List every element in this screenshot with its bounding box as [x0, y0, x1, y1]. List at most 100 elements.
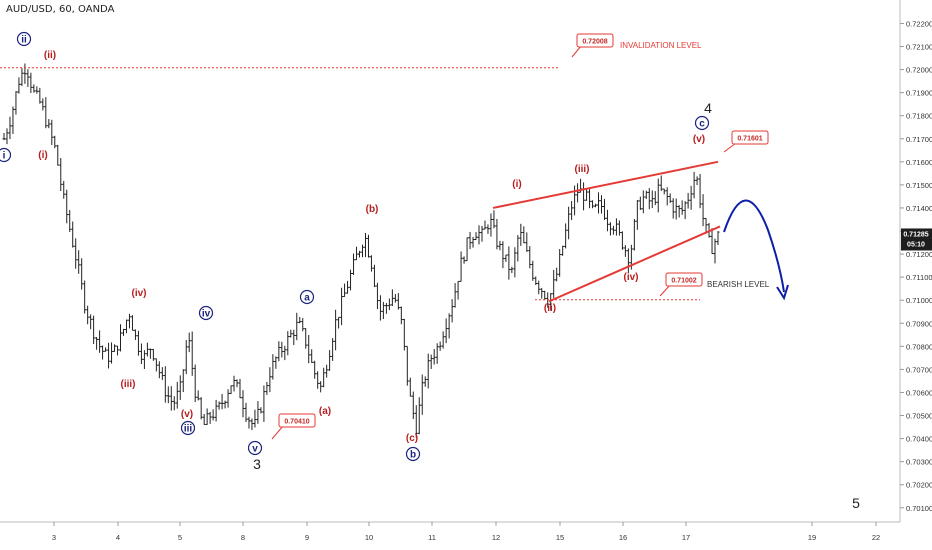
price-bar — [71, 221, 75, 248]
price-bar — [142, 350, 146, 369]
wave-label-(iv): (iv) — [624, 272, 639, 283]
price-bar — [145, 342, 149, 357]
price-bar — [549, 292, 553, 311]
price-bar — [77, 250, 81, 274]
price-bar — [444, 318, 448, 344]
price-bar — [220, 393, 224, 410]
wave-label-(iii): (iii) — [121, 379, 136, 390]
x-tick-label: 5 — [178, 533, 182, 542]
price-box-leader — [659, 284, 671, 297]
price-bar — [623, 245, 627, 257]
price-bar — [656, 178, 660, 213]
price-bar — [193, 364, 197, 403]
wave-label-text: i — [3, 151, 6, 162]
y-tick-label: 0.72100 — [906, 43, 932, 52]
price-bar — [531, 260, 535, 281]
price-bar — [136, 330, 140, 356]
wave-label-text: iv — [202, 309, 211, 320]
y-tick-label: 0.70600 — [906, 388, 932, 397]
price-bar — [375, 282, 379, 310]
price-bar — [133, 329, 137, 340]
price-bar — [635, 200, 639, 230]
price-bar — [489, 213, 493, 237]
price-bar — [74, 238, 78, 269]
price-bar — [83, 280, 87, 314]
price-bar — [101, 345, 105, 360]
price-bar — [626, 248, 630, 273]
price-bar — [304, 328, 308, 349]
price-bar — [432, 349, 436, 365]
price-bar — [582, 182, 586, 211]
price-bar — [689, 185, 693, 210]
price-bar — [671, 198, 675, 219]
price-bar — [638, 196, 642, 210]
price-box-value: 0.71601 — [737, 136, 762, 143]
y-tick-label: 0.70200 — [906, 481, 932, 490]
price-bar — [486, 224, 490, 234]
price-bar — [301, 317, 305, 332]
wave-circle — [0, 147, 12, 163]
price-bar — [462, 256, 466, 264]
price-bar — [292, 329, 296, 346]
wave-label-i: i — [0, 147, 12, 163]
price-bar — [588, 189, 592, 209]
x-tick-label: 10 — [365, 533, 373, 542]
price-bar — [459, 251, 463, 282]
price-bar — [5, 128, 9, 145]
price-bar — [110, 342, 114, 364]
price-bar — [340, 287, 344, 326]
price-bar — [369, 255, 373, 272]
price-bar — [423, 376, 427, 387]
wave-label-(iv): (iv) — [132, 288, 147, 299]
price-bar — [435, 343, 439, 364]
price-bar — [477, 225, 481, 245]
price-bar — [205, 408, 209, 425]
wave-label-b: b — [405, 446, 421, 462]
price-bar — [402, 318, 406, 351]
price-bar — [313, 360, 317, 379]
price-box-leader — [571, 45, 582, 58]
price-bar — [20, 68, 24, 87]
price-box-frame — [665, 272, 703, 287]
price-bar — [187, 332, 191, 353]
price-bar — [232, 375, 236, 392]
price-bar — [695, 176, 699, 186]
wave-label-4: 4 — [704, 100, 712, 116]
y-tick-label: 0.71000 — [906, 296, 932, 305]
price-bar — [86, 305, 90, 325]
price-bar — [576, 183, 580, 203]
price-bar — [337, 316, 341, 329]
price-bar — [169, 386, 173, 411]
price-box-frame — [576, 33, 614, 48]
price-bar — [692, 171, 696, 199]
price-bar — [602, 198, 606, 220]
y-tick-label: 0.70100 — [906, 504, 932, 513]
wave-label-text: a — [304, 293, 310, 304]
x-tick-label: 16 — [619, 533, 627, 542]
price-box-frame — [278, 413, 316, 428]
wave-label-(v): (v) — [693, 134, 705, 145]
wave-label-(i): (i) — [512, 179, 521, 190]
price-bar — [647, 188, 651, 210]
price-bar — [65, 189, 69, 224]
wave-label-(a): (a) — [319, 406, 331, 417]
wave-label-iv: iv — [198, 305, 214, 321]
price-bar — [148, 348, 152, 359]
price-bar — [358, 250, 362, 258]
price-bar — [226, 389, 230, 408]
price-bar — [113, 344, 117, 352]
price-bar — [80, 258, 84, 290]
price-bar — [196, 390, 200, 401]
x-tick-label: 8 — [241, 533, 245, 542]
price-bar — [411, 391, 415, 420]
price-bar — [363, 232, 367, 258]
price-bar — [680, 200, 684, 215]
price-bar — [325, 364, 329, 378]
price-bar — [468, 231, 472, 250]
price-bar — [211, 409, 215, 421]
price-bar — [465, 237, 469, 262]
wave-label-(c): (c) — [406, 433, 418, 444]
price-bar — [184, 340, 188, 375]
price-bar — [280, 341, 284, 358]
